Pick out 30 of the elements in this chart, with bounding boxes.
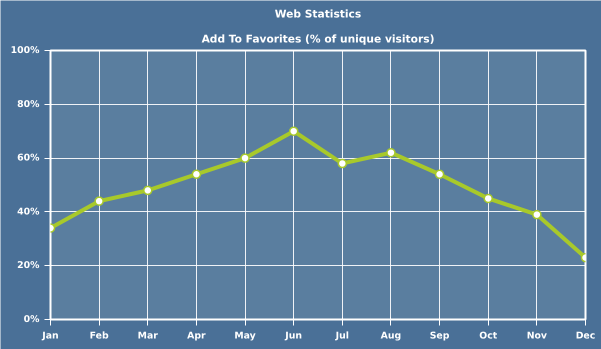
x-tick-label: Oct bbox=[479, 330, 498, 342]
y-tick-label: 60% bbox=[17, 152, 40, 164]
point bbox=[386, 148, 396, 158]
x-tick-label: Dec bbox=[576, 330, 596, 342]
y-tick-label: 20% bbox=[17, 260, 40, 272]
x-tick-label: Aug bbox=[380, 330, 402, 342]
y-tick-label: 80% bbox=[17, 98, 40, 110]
x-tick-label: Jun bbox=[284, 330, 302, 342]
point bbox=[532, 210, 542, 220]
x-tick-label: Mar bbox=[138, 330, 158, 342]
chart-title: Web Statistics bbox=[274, 8, 362, 20]
point bbox=[288, 126, 298, 136]
x-tick-label: Jul bbox=[334, 330, 349, 342]
y-tick-label: 100% bbox=[10, 45, 40, 56]
x-tick-label: Feb bbox=[90, 330, 109, 342]
point bbox=[192, 170, 202, 179]
point bbox=[434, 170, 444, 179]
x-tick-label: Sep bbox=[430, 330, 450, 342]
point bbox=[240, 153, 250, 163]
point bbox=[338, 158, 348, 168]
point bbox=[483, 194, 493, 204]
point bbox=[94, 196, 104, 206]
x-tick-label: Apr bbox=[187, 330, 206, 342]
x-tick-label: Jan bbox=[41, 330, 59, 342]
x-tick-label: Nov bbox=[526, 330, 548, 342]
point bbox=[143, 186, 153, 196]
y-tick-label: 40% bbox=[17, 206, 40, 218]
x-tick-label: May bbox=[234, 330, 256, 342]
chart-subtitle: Add To Favorites (% of unique visitors) bbox=[202, 32, 434, 46]
y-tick-label: 0% bbox=[24, 314, 40, 325]
